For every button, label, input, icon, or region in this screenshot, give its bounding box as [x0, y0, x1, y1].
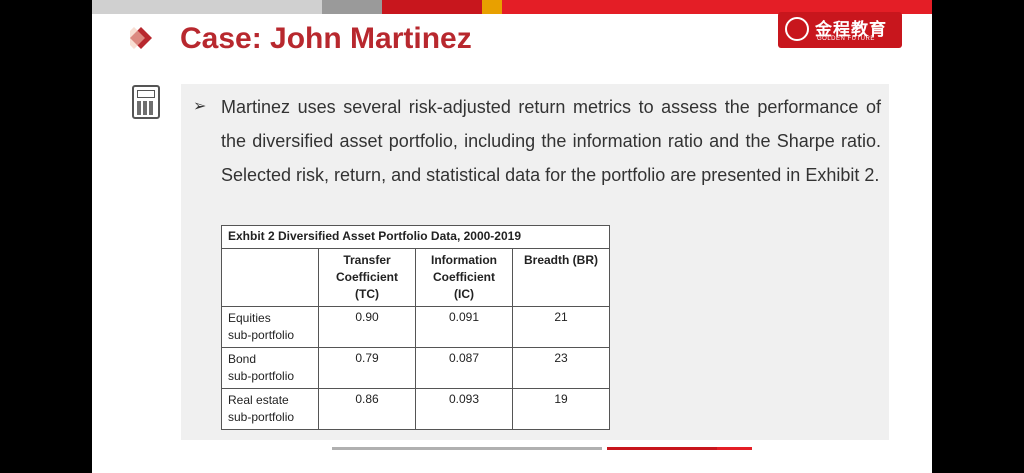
page-title: Case: John Martinez — [180, 22, 472, 55]
row-label: Equities — [228, 311, 271, 325]
cell-br: 23 — [512, 347, 610, 389]
cell-ic: 0.093 — [415, 388, 513, 430]
header-tc: Transfer Coefficient (TC) — [318, 248, 416, 307]
table-row: Equities sub-portfolio 0.90 0.091 21 — [221, 306, 610, 348]
row-label: sub-portfolio — [228, 328, 295, 342]
cell-br: 19 — [512, 388, 610, 430]
logo-emblem-icon — [785, 17, 809, 41]
header-br: Breadth (BR) — [512, 248, 610, 307]
bullet-arrow-icon: ➢ — [193, 98, 207, 115]
title-diamond-icon — [130, 27, 152, 49]
cell-br: 21 — [512, 306, 610, 348]
calculator-icon — [132, 85, 160, 119]
row-label: Bond — [228, 352, 257, 366]
footer-line — [607, 447, 717, 450]
exhibit-table: Exhbit 2 Diversified Asset Portfolio Dat… — [221, 225, 610, 430]
row-label: sub-portfolio — [228, 410, 295, 424]
top-color-bar — [92, 0, 932, 14]
logo-text: 金程教育 — [815, 20, 887, 39]
table-row: Bond sub-portfolio 0.79 0.087 23 — [221, 347, 610, 389]
slide: Case: John Martinez 金程教育 GOLDEN FUTURE ➢… — [92, 0, 932, 473]
row-label: Real estate — [228, 393, 289, 407]
table-row: Real estate sub-portfolio 0.86 0.093 19 — [221, 388, 610, 430]
logo-subtext: GOLDEN FUTURE — [817, 36, 875, 42]
cell-tc: 0.90 — [318, 306, 416, 348]
exhibit-caption: Exhbit 2 Diversified Asset Portfolio Dat… — [221, 225, 610, 249]
cell-ic: 0.091 — [415, 306, 513, 348]
footer-line — [717, 447, 752, 450]
cell-tc: 0.79 — [318, 347, 416, 389]
case-paragraph: Martinez uses several risk-adjusted retu… — [221, 97, 881, 185]
footer-line — [332, 447, 602, 450]
header-ic: Information Coefficient (IC) — [415, 248, 513, 307]
row-label: sub-portfolio — [228, 369, 295, 383]
cell-ic: 0.087 — [415, 347, 513, 389]
header-blank — [221, 248, 319, 307]
cell-tc: 0.86 — [318, 388, 416, 430]
logo: 金程教育 GOLDEN FUTURE — [778, 12, 902, 48]
